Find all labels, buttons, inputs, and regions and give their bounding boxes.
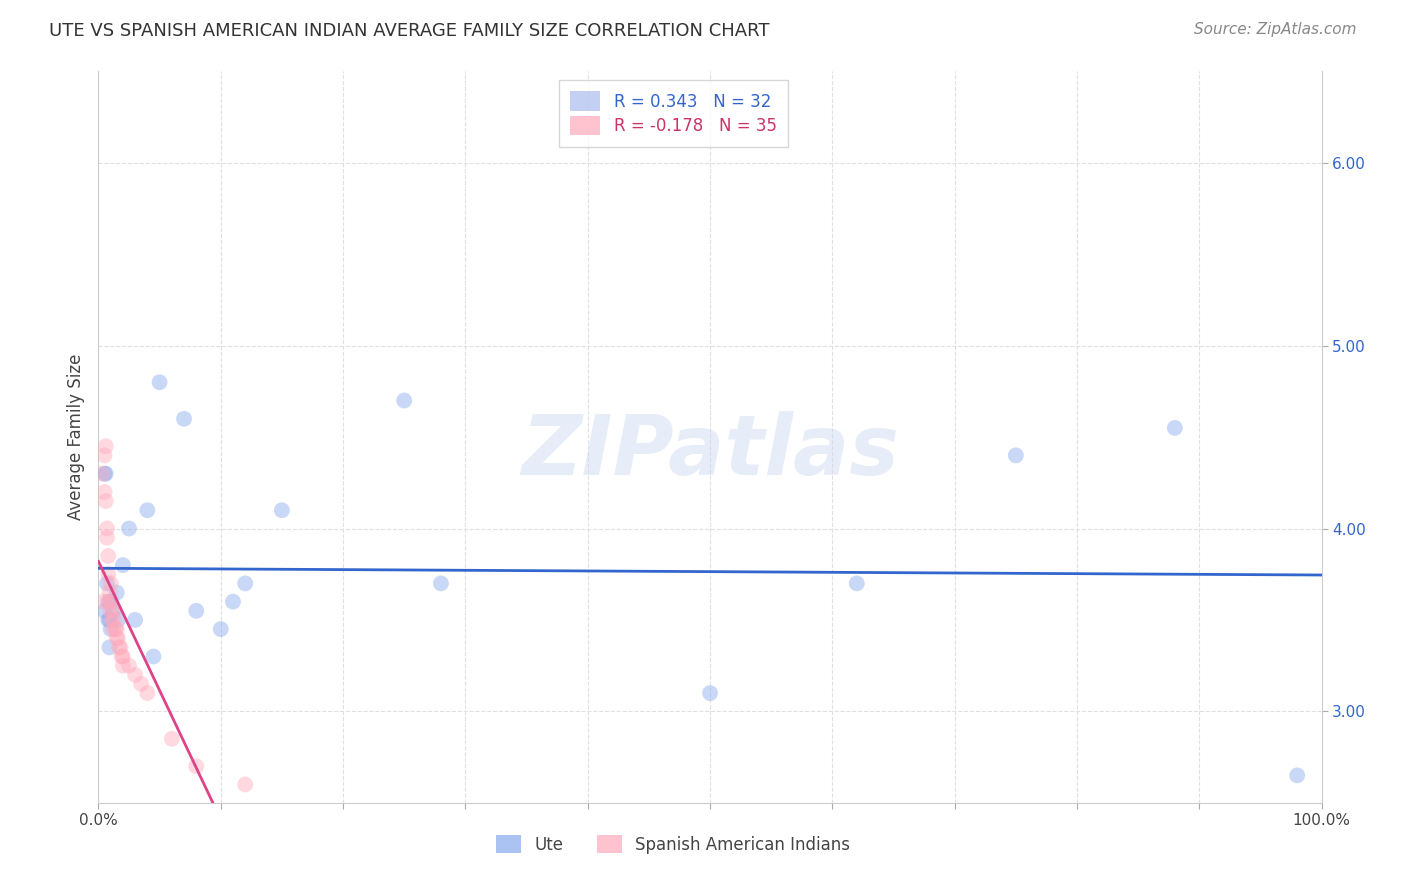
Point xyxy=(111,649,134,664)
Point xyxy=(105,622,128,636)
Point xyxy=(100,622,122,636)
Point xyxy=(93,449,115,463)
Point xyxy=(100,595,122,609)
Point xyxy=(845,576,868,591)
Point xyxy=(91,595,114,609)
Point xyxy=(101,604,124,618)
Point xyxy=(108,640,131,655)
Point xyxy=(103,613,125,627)
Point xyxy=(111,558,134,573)
Point xyxy=(118,658,141,673)
Point xyxy=(110,640,132,655)
Point xyxy=(104,622,127,636)
Point xyxy=(100,604,122,618)
Point xyxy=(392,393,416,408)
Point xyxy=(1286,768,1309,782)
Point xyxy=(100,576,122,591)
Point xyxy=(118,521,141,535)
Point xyxy=(93,467,115,481)
Point xyxy=(124,613,146,627)
Point xyxy=(699,686,721,700)
Point xyxy=(160,731,183,746)
Point xyxy=(101,622,124,636)
Point xyxy=(107,632,129,646)
Text: Source: ZipAtlas.com: Source: ZipAtlas.com xyxy=(1194,22,1357,37)
Text: ZIPatlas: ZIPatlas xyxy=(522,411,898,492)
Point xyxy=(97,613,120,627)
Point xyxy=(173,412,195,426)
Point xyxy=(98,585,121,599)
Point xyxy=(100,595,122,609)
Point xyxy=(101,604,124,618)
Y-axis label: Average Family Size: Average Family Size xyxy=(66,354,84,520)
Point xyxy=(97,595,120,609)
Point xyxy=(94,467,117,481)
Point xyxy=(233,576,256,591)
Point xyxy=(97,567,120,582)
Point xyxy=(94,439,117,453)
Point xyxy=(97,549,120,563)
Point xyxy=(124,667,146,682)
Point xyxy=(209,622,232,636)
Point xyxy=(136,503,159,517)
Point xyxy=(1004,449,1026,463)
Point xyxy=(105,632,128,646)
Point xyxy=(129,677,152,691)
Point xyxy=(101,613,124,627)
Point xyxy=(136,686,159,700)
Point xyxy=(91,467,114,481)
Point xyxy=(105,585,128,599)
Point xyxy=(186,604,208,618)
Point xyxy=(98,640,121,655)
Point xyxy=(93,485,115,500)
Point xyxy=(149,376,172,390)
Point xyxy=(96,531,118,545)
Point xyxy=(98,595,121,609)
Text: UTE VS SPANISH AMERICAN INDIAN AVERAGE FAMILY SIZE CORRELATION CHART: UTE VS SPANISH AMERICAN INDIAN AVERAGE F… xyxy=(49,22,769,40)
Point xyxy=(142,649,165,664)
Legend: Ute, Spanish American Indians: Ute, Spanish American Indians xyxy=(489,829,858,860)
Point xyxy=(94,494,117,508)
Point xyxy=(107,613,129,627)
Point xyxy=(96,521,118,535)
Point xyxy=(93,604,115,618)
Point xyxy=(1164,421,1187,435)
Point xyxy=(186,759,208,773)
Point xyxy=(98,613,121,627)
Point xyxy=(96,576,118,591)
Point xyxy=(430,576,453,591)
Point xyxy=(270,503,294,517)
Point xyxy=(111,658,134,673)
Point xyxy=(233,778,256,792)
Point xyxy=(111,649,134,664)
Point xyxy=(222,595,245,609)
